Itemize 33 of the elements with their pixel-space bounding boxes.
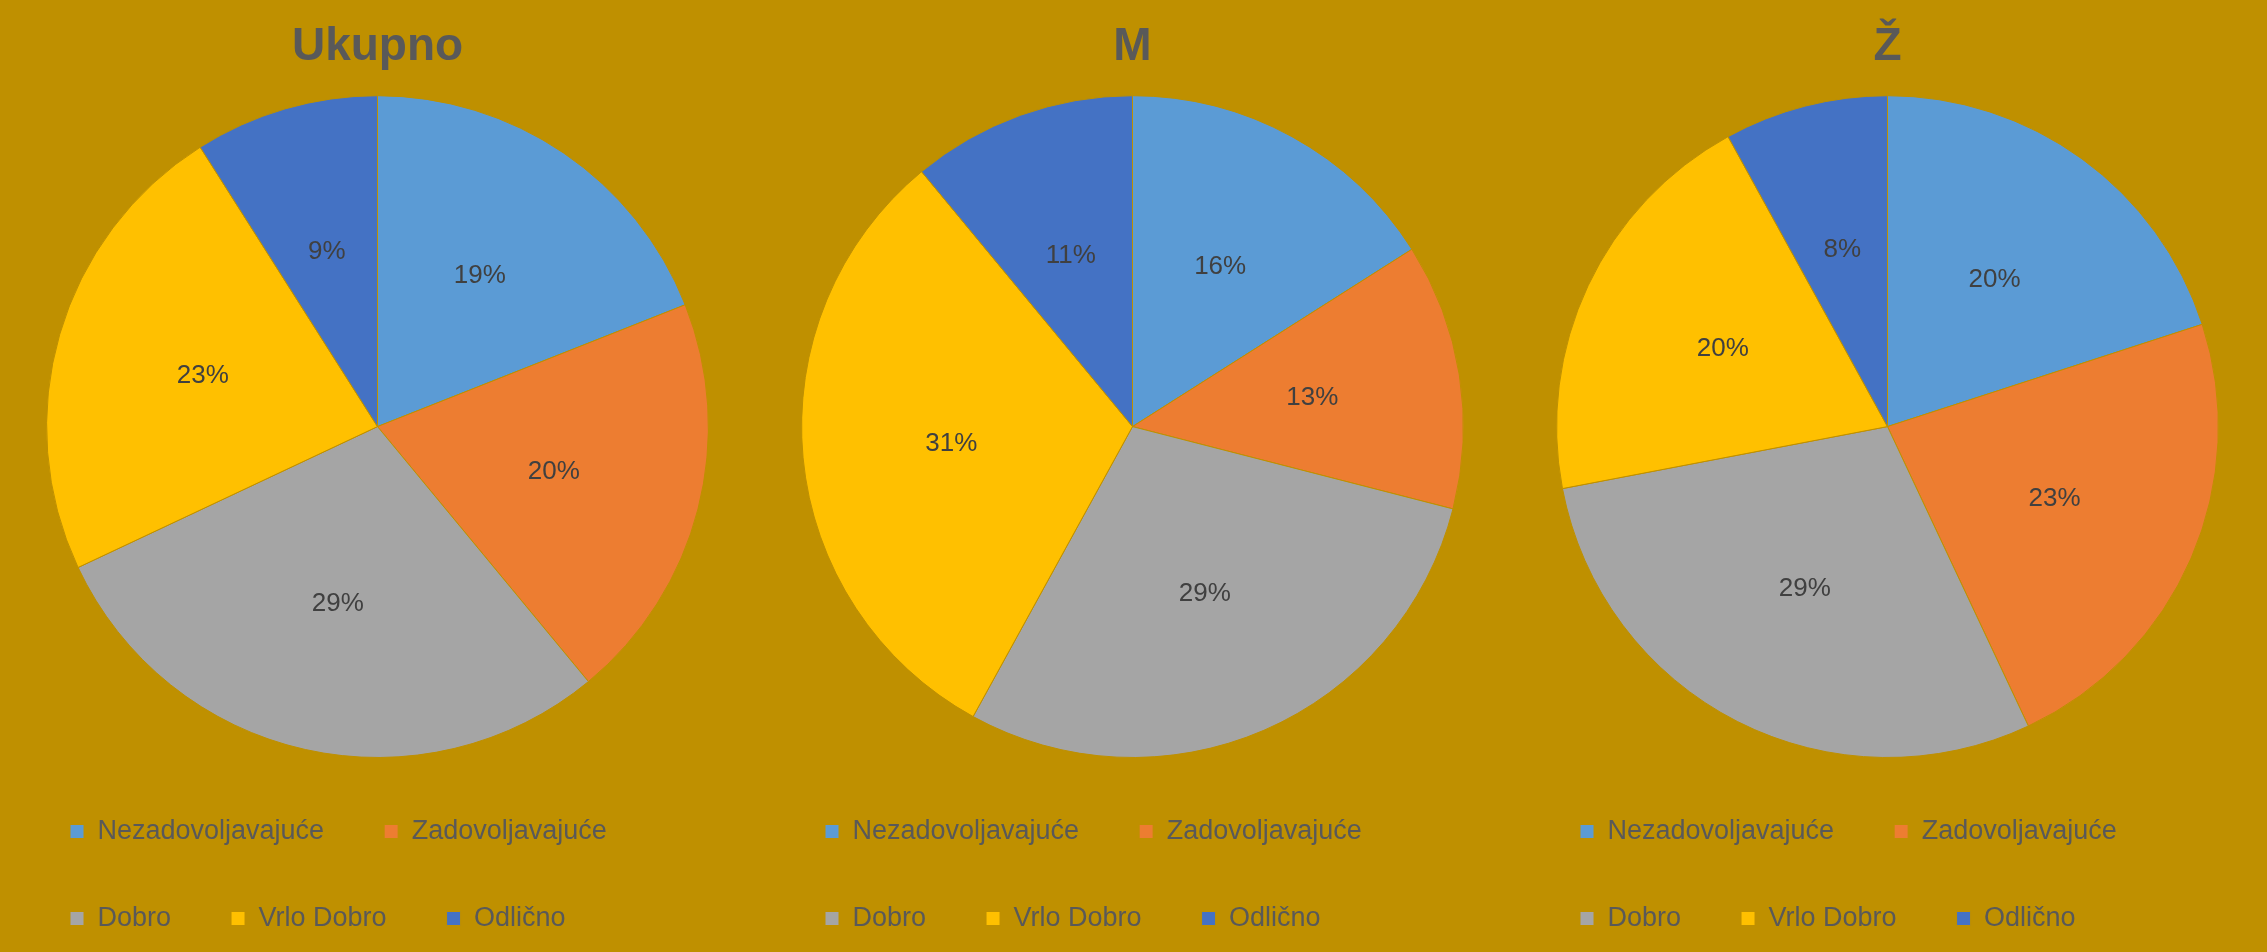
data-label: 23% [2028,482,2081,513]
data-label: 20% [1968,262,2021,293]
data-label: 20% [527,455,580,486]
data-label: 19% [453,259,506,290]
data-label: 8% [1823,233,1862,264]
data-label: 13% [1286,381,1339,412]
legend-label: Vrlo Dobro [1013,901,1142,932]
legend-label: Vrlo Dobro [258,901,387,932]
legend-label: Dobro [1607,901,1682,932]
chart-title: Ukupno [291,18,464,71]
legend-label: Dobro [852,901,927,932]
data-label: 29% [1178,576,1231,607]
data-label: 23% [176,359,229,389]
legend-label: Nezadovoljavajuće [1607,814,1835,845]
legend-label: Dobro [97,901,172,932]
legend-label: Zadovoljavajuće [411,814,607,845]
data-label: 11% [1045,238,1096,269]
legend-label: Nezadovoljavajuće [97,814,325,845]
legend-label: Nezadovoljavajuće [852,814,1080,845]
data-label: 29% [311,587,364,618]
data-label: 9% [307,235,346,265]
legend-label: Odlično [474,901,566,932]
legend-label: Vrlo Dobro [1768,901,1897,932]
data-label: 29% [1778,571,1831,602]
data-label: 31% [925,426,978,457]
chart-title: Ž [1873,18,1902,71]
chart-title: M [1113,18,1152,71]
legend-label: Zadovoljavajuće [1166,814,1362,845]
data-label: 16% [1194,250,1247,281]
legend-label: Odlično [1984,901,2076,932]
legend-label: Odlično [1229,901,1321,932]
legend-label: Zadovoljavajuće [1921,814,2117,845]
data-label: 20% [1696,332,1749,363]
